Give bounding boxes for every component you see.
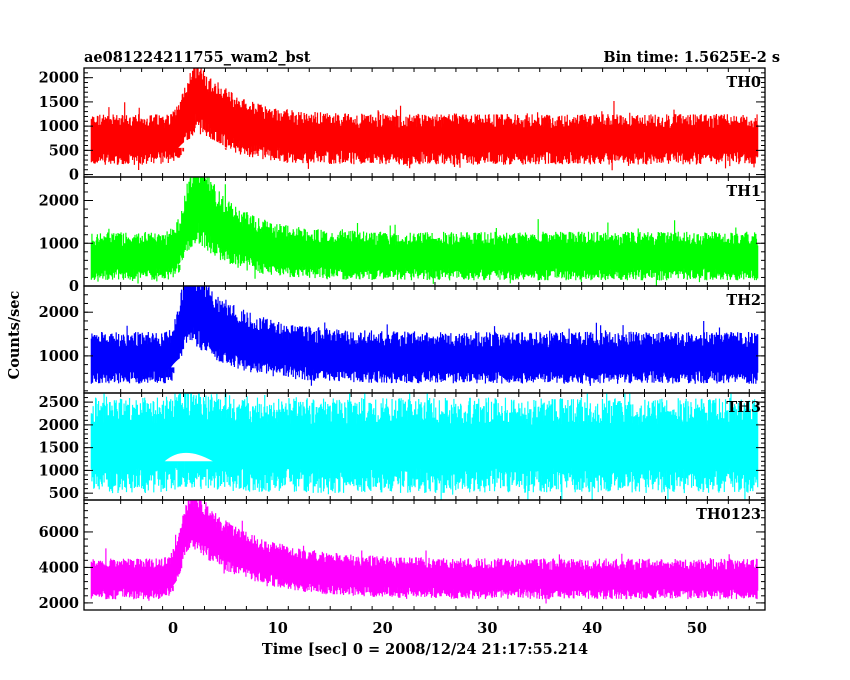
y-tick-label: 1000 — [39, 118, 79, 135]
burst-dip-th0123 — [173, 572, 222, 586]
x-tick-label: 20 — [372, 620, 392, 637]
y-tick-label: 4000 — [39, 559, 79, 576]
panels-group: 0 500 1000 1500 2000 TH0 0 1000 2000 TH1 1000 2000 T… — [39, 67, 766, 612]
y-tick-label: 500 — [49, 485, 79, 502]
burst-dip-th0 — [178, 136, 227, 148]
y-tick-label: 2000 — [39, 70, 79, 87]
series-th3 — [90, 393, 759, 500]
y-tick-label: 1000 — [39, 235, 79, 252]
panel-label-th1: TH1 — [726, 183, 761, 200]
burst-dip-th1 — [178, 251, 227, 265]
series-th0123 — [90, 500, 759, 604]
y-tick-label: 2000 — [39, 193, 79, 210]
y-tick-label: 2000 — [39, 595, 79, 612]
x-axis: 0 10 20 30 40 50 — [168, 620, 707, 637]
x-tick-label: 50 — [687, 620, 707, 637]
y-tick-label: 1500 — [39, 94, 79, 111]
y-tick-label: 2000 — [39, 304, 79, 321]
y-tick-label: 1000 — [39, 348, 79, 365]
y-tick-label: 0 — [69, 167, 79, 184]
y-axis-label: Counts/sec — [6, 290, 23, 379]
burst-dip-th2 — [170, 354, 220, 368]
x-tick-label: 0 — [168, 620, 178, 637]
y-tick-label: 2500 — [39, 394, 79, 411]
x-axis-label: Time [sec] 0 = 2008/12/24 21:17:55.214 — [262, 641, 588, 658]
y-tick-label: 2000 — [39, 417, 79, 434]
panel-label-th3: TH3 — [726, 399, 761, 416]
burst-dip-th3 — [164, 452, 213, 462]
series-th0 — [90, 68, 759, 171]
panel-label-th0: TH0 — [726, 74, 761, 91]
panel-frame-th0123 — [83, 499, 766, 611]
y-tick-label: 0 — [69, 278, 79, 295]
series-th2 — [90, 286, 759, 386]
y-tick-label: 1000 — [39, 462, 79, 479]
file-name-title: ae081224211755_wam2_bst — [84, 49, 311, 66]
x-tick-label: 40 — [582, 620, 602, 637]
y-tick-label: 500 — [49, 142, 79, 159]
y-tick-label: 1500 — [39, 440, 79, 457]
panel-label-th2: TH2 — [726, 292, 761, 309]
x-tick-label: 30 — [477, 620, 497, 637]
y-tick-label: 6000 — [39, 524, 79, 541]
x-tick-label: 10 — [268, 620, 288, 637]
bin-time-label: Bin time: 1.5625E-2 s — [603, 49, 780, 66]
panel-label-th0123: TH0123 — [696, 506, 761, 523]
series-th1 — [90, 177, 759, 286]
